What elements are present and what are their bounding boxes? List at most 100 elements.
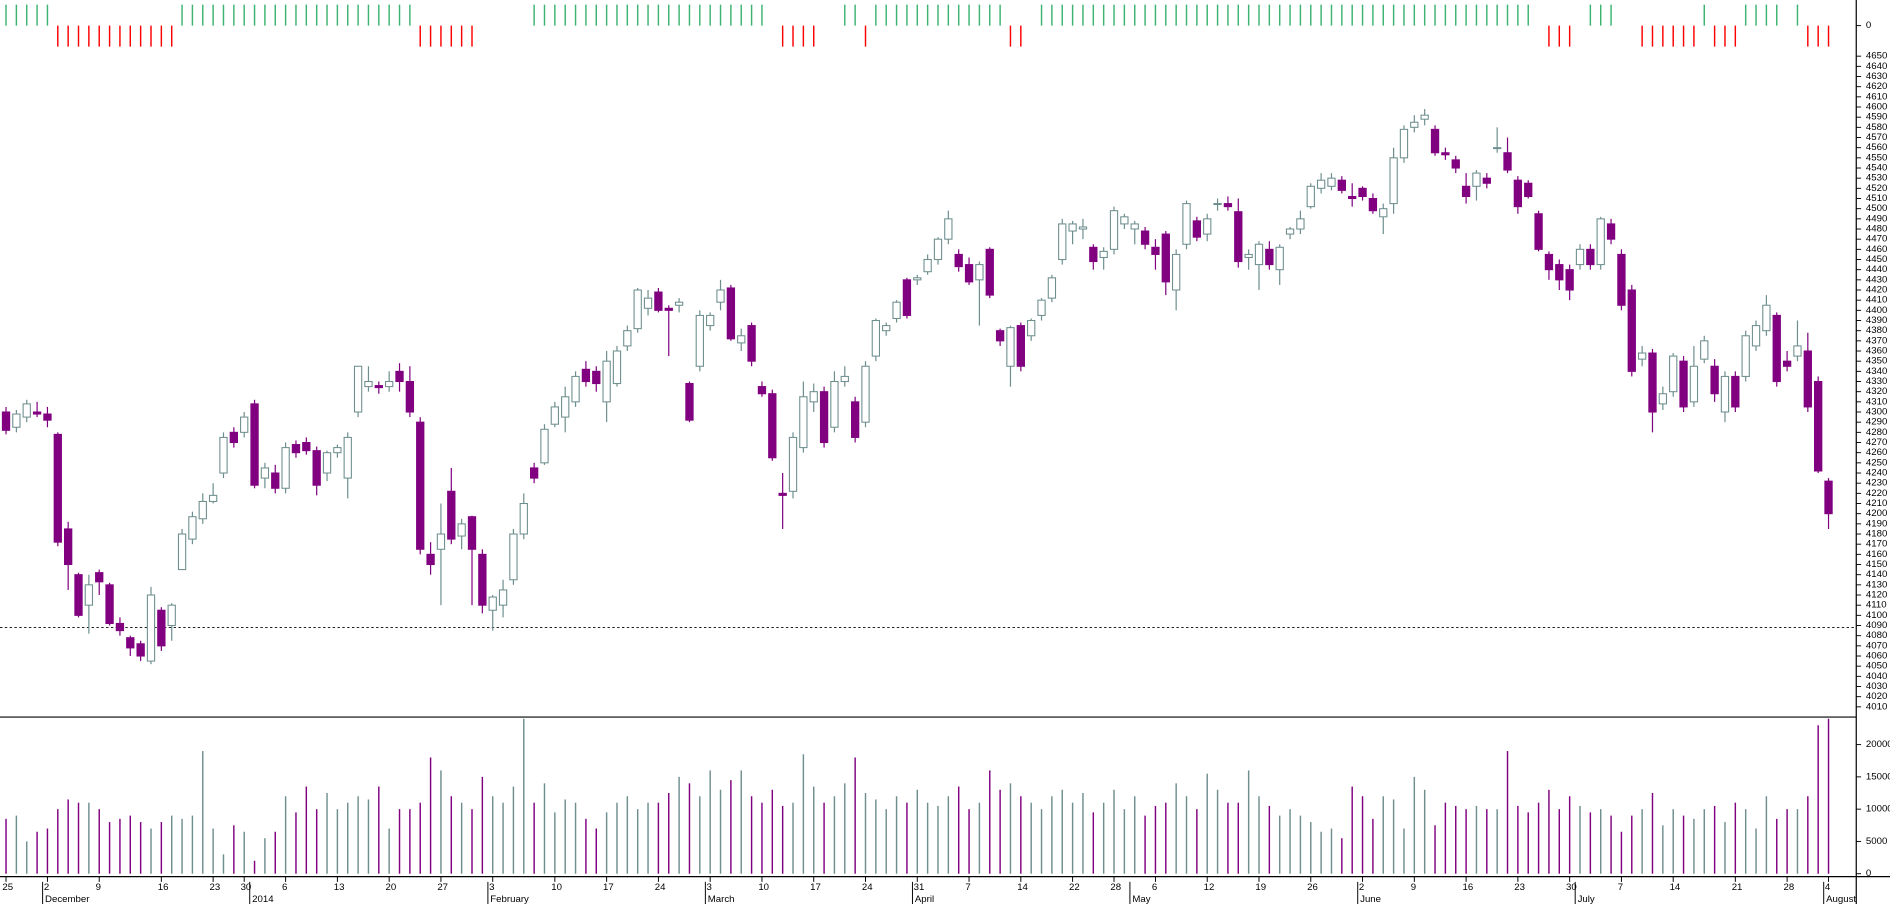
candle-body (1109, 210, 1119, 250)
y-tick-label: 4340 (1866, 366, 1887, 377)
candle-body (1596, 218, 1605, 266)
candle-body (84, 584, 94, 606)
candle-body (892, 301, 901, 319)
y-tick-label: 4090 (1866, 620, 1887, 631)
y-tick-label: 4050 (1866, 661, 1887, 672)
candle-body (271, 472, 280, 489)
candle-body (1337, 179, 1346, 191)
candle-body (923, 258, 932, 273)
candle-body (592, 370, 601, 385)
x-tick-label: 2 (44, 882, 49, 893)
y-tick-label: 4380 (1866, 325, 1887, 336)
y-tick-label: 4600 (1866, 102, 1887, 113)
candle-body (63, 528, 73, 566)
y-tick-label: 4170 (1866, 539, 1887, 550)
candle-body (830, 380, 839, 428)
x-tick-label: 31 (914, 882, 925, 893)
candle-body (788, 436, 798, 492)
y-tick-label: 4320 (1866, 386, 1887, 397)
candle-body (664, 307, 673, 311)
candle-body (467, 516, 477, 550)
candle-body (1099, 250, 1108, 258)
y-tick-label: 4290 (1866, 417, 1887, 428)
candle-body (436, 533, 446, 550)
candle-body (395, 370, 404, 383)
volume-tick-label: 0 (1866, 868, 1871, 879)
candle-body (1223, 203, 1233, 208)
month-label: August (1826, 894, 1856, 904)
candle-body (861, 365, 870, 423)
candle-body (1689, 365, 1699, 403)
candle-body (933, 238, 943, 261)
candle-body (353, 365, 363, 413)
candle-body (1617, 253, 1626, 306)
x-tick-label: 14 (1670, 882, 1681, 893)
volume-tick-label: 15000 (1866, 771, 1890, 782)
x-tick-label: 2 (1359, 882, 1364, 893)
x-tick-label: 19 (1255, 882, 1266, 893)
candle-body (571, 375, 580, 403)
candle-body (281, 447, 290, 489)
candle-body (809, 391, 818, 403)
candle-body (602, 360, 611, 403)
x-tick-label: 10 (758, 882, 769, 893)
candle-body (1793, 345, 1802, 357)
y-tick-label: 4120 (1866, 590, 1887, 601)
candle-body (1482, 177, 1491, 184)
x-tick-label: 10 (551, 882, 562, 893)
candle-body (167, 604, 176, 627)
candle-body (1006, 327, 1015, 367)
candle-body (1265, 248, 1274, 266)
x-tick-label: 4 (1825, 882, 1830, 893)
y-tick-label: 4530 (1866, 173, 1887, 184)
candle-body (1420, 114, 1429, 120)
candle-body (12, 413, 21, 428)
candle-body (291, 444, 301, 454)
candle-body (726, 287, 736, 340)
month-label: June (1360, 894, 1381, 904)
candle-body (1679, 360, 1688, 408)
candle-body (115, 622, 125, 632)
y-tick-label: 4410 (1866, 295, 1887, 306)
candle-body (1814, 380, 1823, 472)
candle-body (1171, 253, 1181, 291)
candle-body (1016, 325, 1025, 367)
candle-body (706, 314, 715, 327)
month-label: April (915, 894, 934, 904)
month-label: February (490, 894, 529, 904)
y-tick-label: 4440 (1866, 264, 1887, 275)
candle-body (1731, 375, 1740, 408)
candle-body (43, 413, 52, 421)
candle-body (1451, 159, 1460, 169)
candle-body (188, 516, 197, 540)
y-tick-label: 4460 (1866, 244, 1887, 255)
candle-body (53, 433, 62, 543)
candle-body (799, 396, 808, 449)
y-tick-label: 4520 (1866, 183, 1887, 194)
y-tick-label: 4370 (1866, 335, 1887, 346)
candle-body (819, 391, 829, 444)
y-tick-label: 4040 (1866, 671, 1887, 682)
y-tick-label: 4390 (1866, 315, 1887, 326)
y-tick-label: 4150 (1866, 559, 1887, 570)
y-tick-label: 4190 (1866, 518, 1887, 529)
candle-body (1379, 208, 1388, 218)
candle-body (985, 248, 994, 296)
candle-body (405, 380, 415, 413)
candle-body (1275, 246, 1284, 271)
x-tick-label: 20 (386, 882, 397, 893)
candle-body (22, 403, 31, 418)
candle-body (902, 279, 912, 316)
y-tick-label: 4480 (1866, 224, 1887, 235)
y-tick-label: 4240 (1866, 468, 1887, 479)
y-tick-label: 4450 (1866, 254, 1887, 265)
candle-body (478, 553, 487, 606)
month-label: March (708, 894, 735, 904)
candle-body (882, 325, 891, 332)
x-tick-label: 3 (707, 882, 712, 893)
candle-body (32, 411, 42, 415)
candle-body (581, 368, 591, 383)
y-tick-label: 4130 (1866, 579, 1887, 590)
candle-body (540, 428, 549, 464)
candle-body (695, 314, 704, 367)
